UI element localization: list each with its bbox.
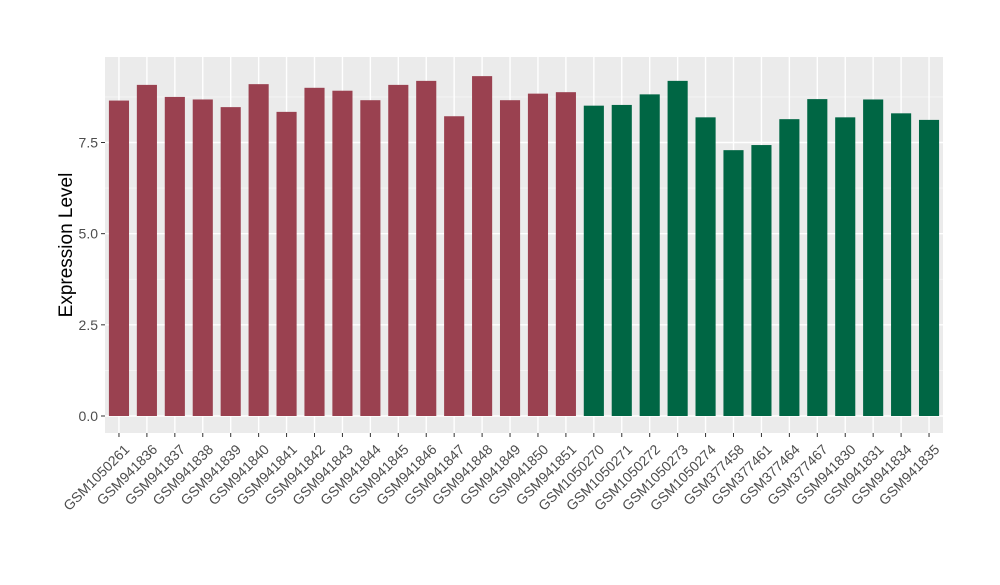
bar — [891, 113, 912, 417]
y-tick-label: 7.5 — [79, 135, 99, 151]
bar — [444, 116, 465, 416]
bar — [723, 150, 744, 416]
bar — [332, 90, 353, 416]
x-axis: GSM1050261GSM941836GSM941837GSM941838GSM… — [60, 433, 943, 514]
y-axis: 0.0 2.5 5.0 7.5 — [79, 135, 105, 424]
bar — [360, 100, 381, 416]
bar — [136, 84, 157, 417]
bar — [220, 107, 241, 417]
bar — [835, 117, 856, 416]
y-axis-label: Expression Level — [56, 173, 77, 318]
bar — [583, 105, 604, 416]
bar — [863, 99, 884, 416]
bar — [388, 84, 409, 417]
bars — [108, 76, 940, 417]
bar — [695, 117, 716, 416]
bar — [527, 93, 549, 416]
bar — [611, 104, 632, 416]
bar — [499, 100, 521, 416]
y-tick-label: 5.0 — [79, 226, 99, 242]
bar — [555, 92, 576, 417]
bar — [164, 96, 185, 417]
bar — [304, 87, 325, 417]
y-tick-label: 2.5 — [79, 317, 99, 333]
y-tick-label: 0.0 — [79, 408, 99, 424]
bar — [751, 145, 772, 416]
bar — [108, 100, 130, 417]
bar — [807, 99, 828, 416]
bar — [472, 76, 493, 416]
bar — [639, 94, 660, 416]
bar — [248, 84, 269, 417]
bar — [192, 99, 213, 416]
bar — [416, 80, 437, 416]
bar — [667, 80, 688, 416]
bar — [918, 119, 940, 417]
bar — [276, 111, 297, 417]
bar — [779, 119, 800, 417]
